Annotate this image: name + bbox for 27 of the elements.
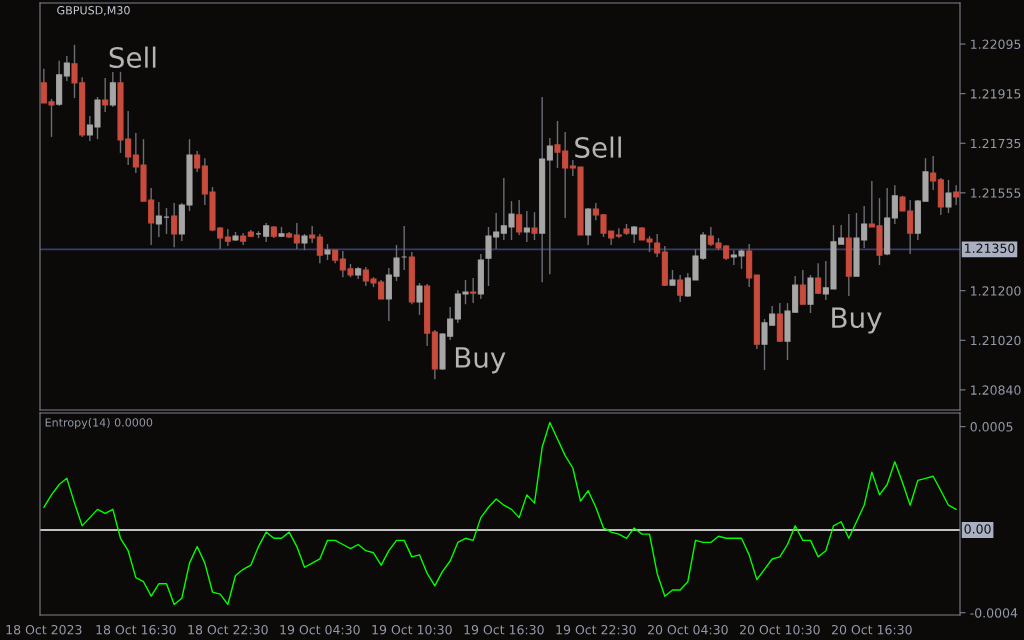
x-tick-label: 19 Oct 04:30	[280, 624, 360, 635]
y-tick-label: 1.21915	[971, 89, 1021, 99]
annotation: Sell	[575, 136, 621, 158]
chart-title: GBPUSD,M30	[57, 6, 130, 16]
x-tick-label: 19 Oct 22:30	[556, 624, 636, 635]
ref-line-label: 1.21350	[965, 243, 1015, 253]
annotation: Entropy(14) 0.0000	[45, 418, 153, 429]
y-tick-label: 0.0005	[970, 422, 1013, 432]
annotation: Sell	[109, 46, 156, 69]
y-tick-label: 1.21735	[971, 138, 1021, 149]
annotation: Buy	[832, 307, 882, 334]
y-tick-label: 1.22095	[971, 39, 1021, 49]
x-tick-label: 18 Oct 22:30	[188, 624, 268, 635]
x-tick-label: 19 Oct 16:30	[464, 624, 544, 635]
x-tick-label: 18 Oct 2023	[6, 624, 82, 635]
annotation: Buy	[455, 347, 506, 374]
x-tick-label: 20 Oct 10:30	[740, 624, 820, 635]
y-tick-label: 1.21555	[971, 188, 1021, 198]
x-tick-label: 20 Oct 04:30	[648, 624, 728, 635]
ref-line-label: 0.00	[964, 524, 991, 534]
y-tick-label: -0.0004	[970, 608, 1018, 618]
y-tick-label: 1.21020	[971, 335, 1021, 346]
x-tick-label: 19 Oct 10:30	[372, 624, 452, 635]
y-tick-label: 1.21200	[971, 286, 1021, 296]
x-tick-label: 18 Oct 16:30	[96, 624, 176, 635]
x-tick-label: 20 Oct 16:30	[832, 624, 912, 635]
y-tick-label: 1.20840	[971, 385, 1021, 395]
